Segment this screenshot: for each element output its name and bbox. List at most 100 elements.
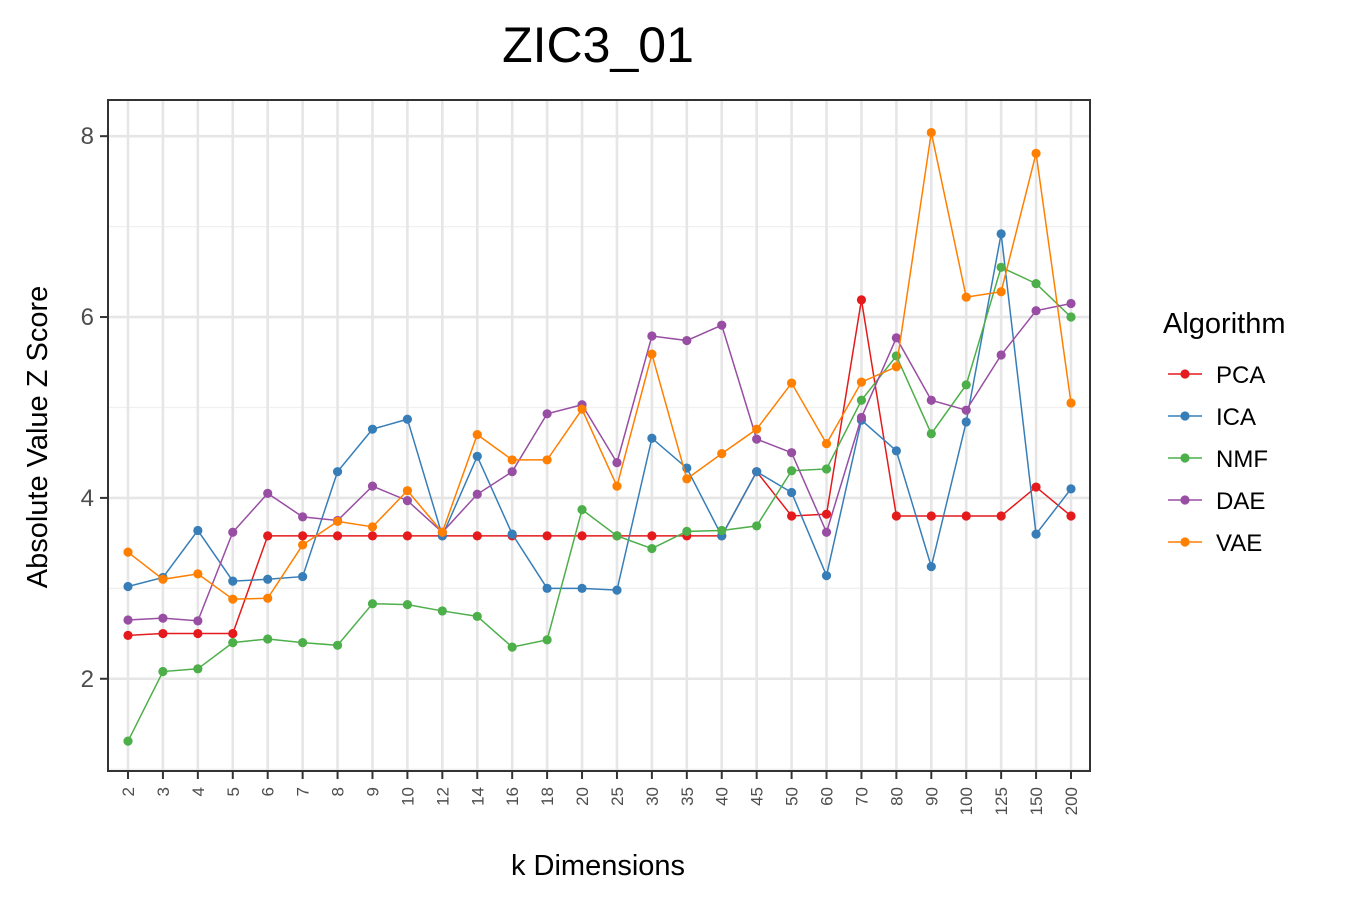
legend-item-dae: DAE xyxy=(1168,488,1265,515)
y-axis-title: Absolute Value Z Score xyxy=(22,286,54,589)
data-point-ica xyxy=(542,583,552,593)
data-point-vae xyxy=(228,594,238,604)
data-point-dae xyxy=(507,467,517,477)
data-point-nmf xyxy=(577,505,587,515)
data-point-vae xyxy=(542,455,552,465)
data-point-dae xyxy=(123,615,133,625)
data-point-dae xyxy=(752,434,762,444)
x-tick-label: 4 xyxy=(189,787,208,796)
data-point-dae xyxy=(1031,306,1041,316)
data-point-ica xyxy=(996,229,1006,239)
data-point-vae xyxy=(1066,398,1076,408)
x-tick-label: 40 xyxy=(713,787,732,806)
chart-title: ZIC3_01 xyxy=(502,17,694,73)
legend-item-ica: ICA xyxy=(1168,404,1256,431)
data-point-nmf xyxy=(158,666,168,677)
plot-panel-border xyxy=(107,99,1091,772)
data-point-nmf xyxy=(298,637,308,648)
data-point-dae xyxy=(542,409,552,419)
data-point-vae xyxy=(507,455,517,465)
data-point-dae xyxy=(367,481,378,491)
data-point-pca xyxy=(158,628,168,639)
data-point-vae xyxy=(577,404,587,414)
x-tick-label: 10 xyxy=(398,787,417,806)
data-point-vae xyxy=(437,527,447,537)
grid-layer xyxy=(108,100,1090,771)
series-line-nmf xyxy=(127,266,1072,742)
legend: Algorithm PCA ICA NMF DAE VAE xyxy=(1163,308,1286,557)
data-point-nmf xyxy=(123,736,133,746)
data-point-ica xyxy=(821,571,832,581)
data-point-dae xyxy=(263,488,273,498)
data-point-vae xyxy=(158,574,168,584)
data-point-pca xyxy=(402,531,413,541)
data-point-nmf xyxy=(612,531,622,541)
data-point-dae xyxy=(926,395,936,405)
data-point-pca xyxy=(891,511,901,521)
data-point-ica xyxy=(298,571,308,582)
data-point-pca xyxy=(1066,511,1076,521)
x-tick-label: 200 xyxy=(1062,787,1081,815)
series-ica xyxy=(123,229,1076,595)
series-vae xyxy=(123,127,1076,604)
data-point-nmf xyxy=(472,611,482,621)
data-point-ica xyxy=(1031,529,1041,539)
data-point-nmf xyxy=(926,429,936,439)
data-point-vae xyxy=(612,481,622,491)
data-point-ica xyxy=(612,585,622,595)
data-point-pca xyxy=(193,628,203,639)
data-point-ica xyxy=(263,574,273,584)
x-tick-label: 25 xyxy=(608,787,627,806)
data-point-nmf xyxy=(193,664,203,674)
data-point-vae xyxy=(402,486,413,496)
series-line-vae xyxy=(127,132,1072,600)
series-pca xyxy=(123,295,1076,640)
series-line-dae xyxy=(127,302,1072,622)
legend-label: NMF xyxy=(1216,446,1268,473)
x-tick-label: 14 xyxy=(468,787,487,806)
x-tick-label: 150 xyxy=(1027,787,1046,815)
series-line-pca xyxy=(127,299,1072,637)
legend-key-point xyxy=(1180,453,1190,463)
data-point-ica xyxy=(961,417,971,427)
data-point-nmf xyxy=(332,640,343,650)
data-point-vae xyxy=(717,448,727,459)
data-point-nmf xyxy=(1031,278,1041,289)
data-point-nmf xyxy=(367,599,378,609)
data-point-nmf xyxy=(891,351,901,361)
x-tick-label: 16 xyxy=(503,787,522,806)
x-tick-label: 12 xyxy=(433,787,452,806)
data-point-pca xyxy=(577,531,587,541)
data-point-dae xyxy=(786,448,797,458)
x-tick-label: 3 xyxy=(154,787,173,796)
data-point-vae xyxy=(193,569,203,579)
legend-key-point xyxy=(1180,495,1190,505)
y-tick-label: 6 xyxy=(81,304,94,331)
data-point-pca xyxy=(647,531,657,541)
data-point-pca xyxy=(367,531,378,541)
data-point-pca xyxy=(542,531,552,541)
data-point-nmf xyxy=(263,634,273,644)
data-point-pca xyxy=(856,295,867,305)
x-tick-label: 80 xyxy=(887,787,906,806)
data-point-ica xyxy=(786,487,797,498)
x-tick-label: 60 xyxy=(818,787,837,806)
x-tick-label: 100 xyxy=(957,787,976,815)
data-point-dae xyxy=(717,320,727,330)
data-point-ica xyxy=(891,446,901,456)
x-tick-label: 30 xyxy=(643,787,662,806)
legend-label: PCA xyxy=(1216,362,1265,389)
data-point-nmf xyxy=(717,525,727,536)
data-point-dae xyxy=(682,335,692,346)
data-point-dae xyxy=(228,527,238,537)
data-point-vae xyxy=(926,127,936,138)
x-tick-label: 6 xyxy=(259,787,278,796)
data-point-ica xyxy=(507,529,517,539)
data-point-pca xyxy=(298,531,308,541)
data-point-vae xyxy=(961,292,971,302)
data-point-nmf xyxy=(507,642,517,652)
data-point-ica xyxy=(332,467,343,477)
